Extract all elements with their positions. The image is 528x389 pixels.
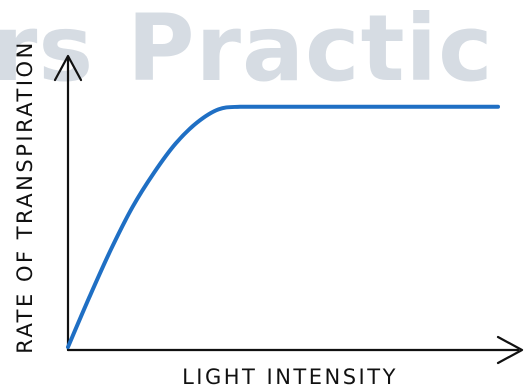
x-axis-label: LIGHT INTENSITY: [182, 365, 398, 389]
y-axis-arrowhead: [53, 54, 83, 82]
series-line: [66, 104, 500, 349]
x-axis-arrowhead: [496, 335, 524, 365]
watermark-text: rs Practic: [0, 0, 494, 102]
y-axis-label: RATE OF TRANSPIRATION: [13, 40, 37, 354]
